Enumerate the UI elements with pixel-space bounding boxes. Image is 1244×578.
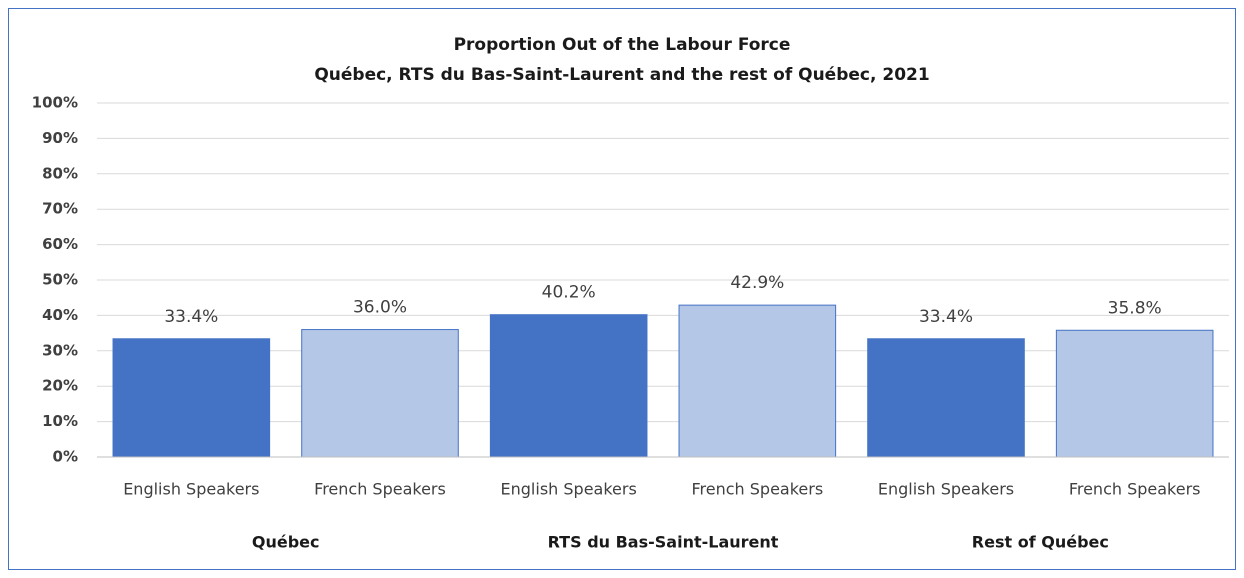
y-tick-label: 90% xyxy=(42,129,78,147)
chart-subtitle: Québec, RTS du Bas-Saint-Laurent and the… xyxy=(314,65,929,85)
y-tick-label: 40% xyxy=(42,306,78,324)
value-label: 36.0% xyxy=(353,298,407,318)
chart-border xyxy=(8,8,1236,570)
y-tick-label: 50% xyxy=(42,271,78,289)
y-tick-label: 30% xyxy=(42,341,78,359)
y-tick-label: 100% xyxy=(32,94,78,112)
value-label: 33.4% xyxy=(919,307,973,327)
x-tick-label: French Speakers xyxy=(1069,480,1201,499)
value-label: 40.2% xyxy=(542,283,596,303)
bar xyxy=(1055,329,1214,458)
x-tick-label: French Speakers xyxy=(314,480,446,499)
x-tick-label: English Speakers xyxy=(123,480,259,499)
bar xyxy=(678,304,837,458)
y-tick-label: 10% xyxy=(42,412,78,430)
y-tick-label: 70% xyxy=(42,200,78,218)
bar xyxy=(301,329,459,458)
y-tick-label: 60% xyxy=(42,235,78,253)
y-tick-label: 20% xyxy=(42,377,78,395)
bar xyxy=(489,314,648,458)
group-label: Québec xyxy=(252,533,320,552)
chart-title: Proportion Out of the Labour Force xyxy=(454,35,791,55)
value-label: 35.8% xyxy=(1108,298,1162,318)
x-tick-label: English Speakers xyxy=(878,480,1014,499)
bar xyxy=(112,338,271,458)
value-label: 42.9% xyxy=(730,273,784,293)
y-tick-label: 0% xyxy=(53,448,78,466)
value-label: 33.4% xyxy=(164,307,218,327)
bar xyxy=(867,338,1025,458)
y-tick-label: 80% xyxy=(42,164,78,182)
x-tick-label: French Speakers xyxy=(691,480,823,499)
x-tick-label: English Speakers xyxy=(501,480,637,499)
group-label: RTS du Bas-Saint-Laurent xyxy=(548,533,779,552)
group-label: Rest of Québec xyxy=(972,533,1109,552)
